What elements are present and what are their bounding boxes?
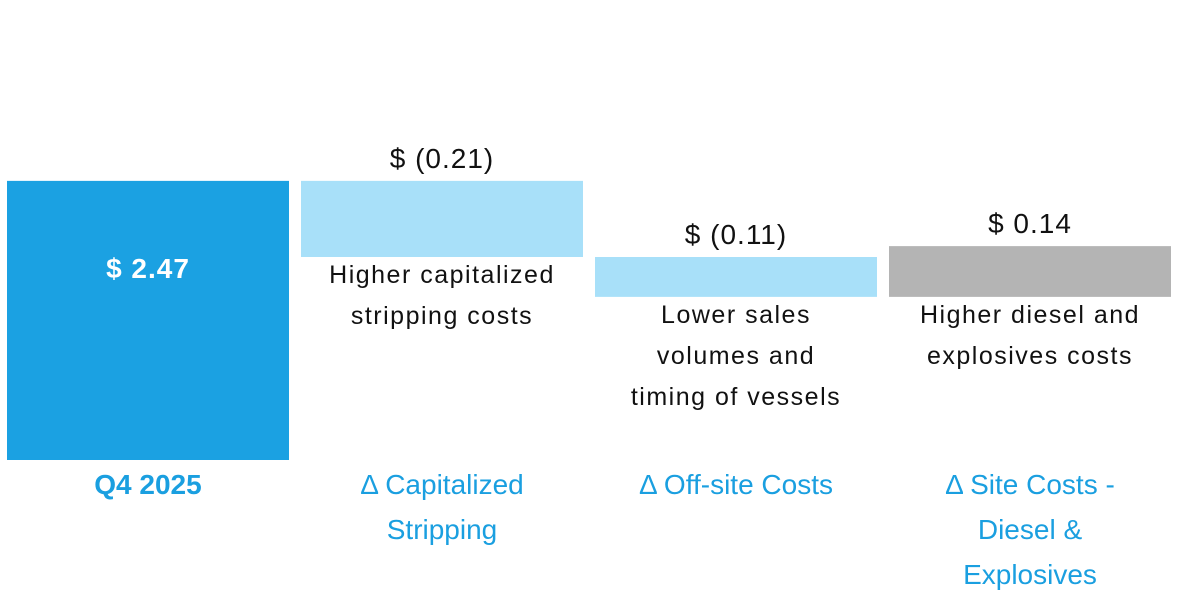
description: Lower sales bbox=[661, 300, 811, 329]
value-label: $ (0.21) bbox=[389, 142, 495, 174]
description: Higher capitalized bbox=[329, 261, 555, 289]
description: Higher diesel and bbox=[919, 300, 1141, 329]
bar bbox=[301, 180, 583, 257]
description: volumes and bbox=[656, 341, 816, 370]
value-label: $ 2.47 bbox=[106, 252, 190, 284]
category-label: Δ Site Costs - Diesel & Explosives bbox=[945, 469, 1115, 590]
category-label: Δ Capitalized Stripping bbox=[360, 469, 524, 545]
bar bbox=[7, 180, 289, 460]
value-label: $ (0.11) bbox=[684, 219, 788, 250]
bar bbox=[889, 246, 1171, 297]
bar bbox=[595, 257, 877, 297]
description: stripping costs bbox=[350, 302, 534, 330]
category-label: Q4 2025 bbox=[94, 469, 202, 500]
description: explosives costs bbox=[926, 341, 1134, 370]
description: timing of vessels bbox=[630, 382, 842, 411]
value-label: $ 0.14 bbox=[988, 208, 1072, 240]
category-label: Δ Off-site Costs bbox=[638, 469, 834, 500]
